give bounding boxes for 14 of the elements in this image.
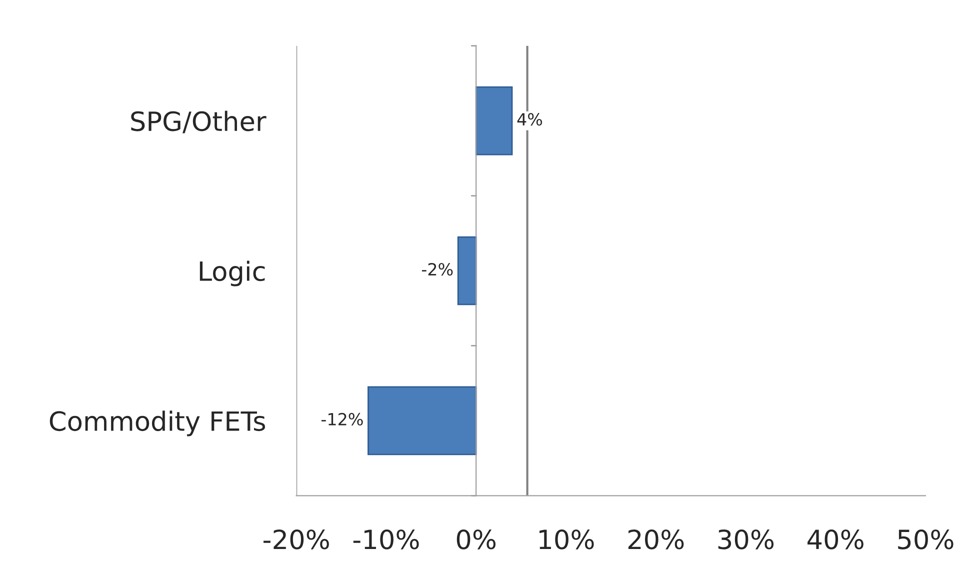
- x-tick-label: 30%: [718, 529, 774, 550]
- data-label: -2%: [422, 262, 453, 276]
- x-tick-label: -20%: [264, 529, 329, 550]
- y-tick-label: Commodity FETs: [50, 410, 266, 436]
- x-tick-label: 10%: [540, 529, 594, 550]
- x-tick-label: -10%: [353, 529, 419, 550]
- y-tick-label: SPG/Other: [131, 110, 266, 134]
- x-tick-label: 50%: [898, 529, 954, 550]
- data-label: -12%: [321, 412, 363, 426]
- data-label: 4%: [517, 113, 542, 126]
- x-tick-label: 20%: [628, 529, 684, 550]
- x-tick-label: 40%: [808, 529, 864, 550]
- y-tick-label: Logic: [200, 260, 265, 286]
- x-tick-label: 0%: [456, 529, 496, 550]
